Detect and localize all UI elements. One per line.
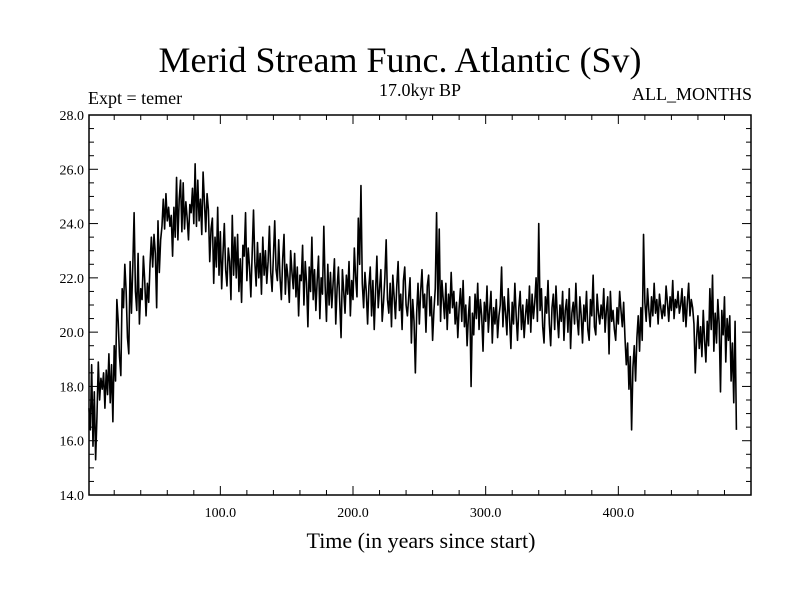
y-tick-label: 26.0 xyxy=(60,163,85,178)
x-tick-label: 200.0 xyxy=(337,506,369,521)
period-label: 17.0kyr BP xyxy=(378,80,461,100)
x-tick-label: 400.0 xyxy=(603,506,635,521)
series-line xyxy=(88,163,738,461)
x-tick-label: 300.0 xyxy=(470,506,502,521)
y-tick-label: 24.0 xyxy=(60,218,85,233)
y-tick-label: 16.0 xyxy=(60,435,85,450)
x-axis-label: Time (in years since start) xyxy=(306,528,536,553)
y-tick-label: 20.0 xyxy=(60,326,85,341)
months-label: ALL_MONTHS xyxy=(632,84,752,104)
y-tick-label: 28.0 xyxy=(60,109,85,124)
x-tick-label: 100.0 xyxy=(205,506,237,521)
y-tick-label: 14.0 xyxy=(60,489,85,504)
y-tick-label: 22.0 xyxy=(60,272,85,287)
y-tick-label: 18.0 xyxy=(60,380,85,395)
axes: 14.0 16.0 18.0 20.0 22.0 24.0 26.0 28.0 100.0 200… xyxy=(60,109,751,521)
chart-title: Merid Stream Func. Atlantic (Sv) xyxy=(158,40,642,80)
experiment-label: Expt = temer xyxy=(88,88,183,108)
